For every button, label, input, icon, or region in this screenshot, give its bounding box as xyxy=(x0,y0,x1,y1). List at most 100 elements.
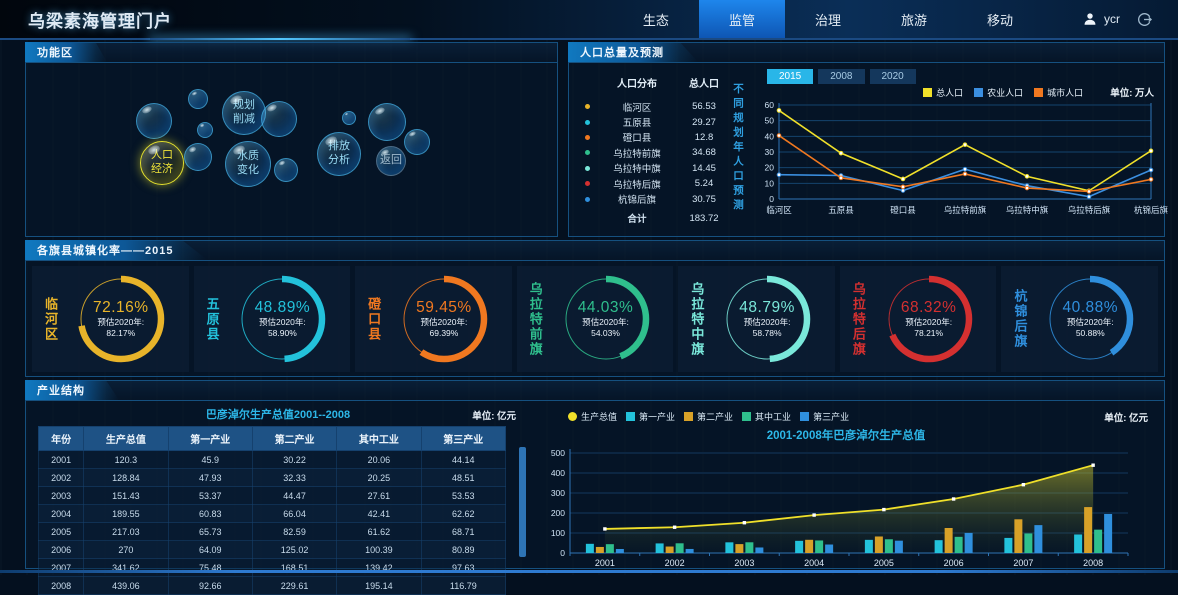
legend-swatch xyxy=(568,412,577,421)
page-bottom-accent xyxy=(0,570,1178,573)
year-tabs: 2015 2008 2020 xyxy=(767,69,1156,84)
gdp-row-2005: 2005 217.03 65.73 82.59 61.62 68.71 xyxy=(37,522,507,541)
gdp-combo-chart: 0 100 200 300 400 500 2001 2002 2003 2004 2005 2006… xyxy=(551,448,1129,568)
top-nav: 乌梁素海管理门户 生态 监管 治理 旅游 移动 ycr xyxy=(0,0,1178,40)
urbanization-rate: 48.79% xyxy=(739,298,795,316)
estimate-prefix: 预估2020年: xyxy=(905,316,953,327)
county-name: 临河区 xyxy=(43,296,58,342)
legend-item-城市人口[interactable]: 城市人口 xyxy=(1034,86,1083,99)
bubble-decorative xyxy=(274,158,298,182)
bubble-人口经济[interactable]: 人口 经济 xyxy=(140,141,184,185)
svg-text:乌拉特前旗: 乌拉特前旗 xyxy=(944,205,987,215)
urbanization-gauge: 48.79% 预估2020年: 58.78% xyxy=(721,273,813,365)
gdp-table-section: 巴彦淖尔生产总值2001--2008 单位: 亿元 年份 生产总值 第一产业 第二产业… xyxy=(26,401,534,595)
bubble-decorative xyxy=(342,111,356,125)
svg-text:临河区: 临河区 xyxy=(766,205,792,215)
series-dot xyxy=(584,104,590,110)
gdp-col-生产总值: 生产总值 xyxy=(83,426,169,451)
bubble-排放分析[interactable]: 排放 分析 xyxy=(317,132,361,176)
svg-text:2001: 2001 xyxy=(595,558,615,568)
gdp-row-2008: 2008 439.06 92.66 229.61 195.14 116.79 xyxy=(37,576,507,595)
svg-text:杭锦后旗: 杭锦后旗 xyxy=(1134,205,1169,215)
urban-card-五原县: 五原县 48.89% 预估2020年: 58.90% xyxy=(193,266,351,372)
population-row-乌拉特前旗: 乌拉特前旗 34.68 xyxy=(579,145,729,160)
gdp-row-2001: 2001 120.3 45.9 30.22 20.06 44.14 xyxy=(37,450,507,469)
panel-urbanization: 各旗县城镇化率——2015 临河区 72.16% 预估2020年: 82.17% 五原县… xyxy=(25,240,1165,377)
series-dot xyxy=(584,196,590,202)
bubble-水质变化[interactable]: 水质 变化 xyxy=(225,141,271,187)
gdp-col-第二产业: 第二产业 xyxy=(251,426,338,451)
bubble-规划削减[interactable]: 规划 削减 xyxy=(222,91,266,135)
nav-item-生态[interactable]: 生态 xyxy=(642,12,669,28)
legend-item-第三产业[interactable]: 第三产业 xyxy=(800,410,849,423)
population-line-chart: 0 10 20 30 40 50 60 临河区 五原县 磴口县 乌拉特前旗 乌拉特中旗 乌拉特后旗 杭锦后… xyxy=(765,100,1169,215)
legend-swatch xyxy=(923,87,933,97)
svg-text:2003: 2003 xyxy=(734,558,754,568)
bubble-返回[interactable]: 返回 xyxy=(376,146,406,176)
bubble-decorative xyxy=(188,89,208,109)
svg-text:五原县: 五原县 xyxy=(828,205,854,215)
year-tab-2008[interactable]: 2008 xyxy=(818,69,865,84)
county-name: 乌拉特前旗 xyxy=(527,281,543,357)
bubble-decorative xyxy=(368,103,406,141)
svg-text:2006: 2006 xyxy=(944,558,964,568)
urbanization-rate: 48.89% xyxy=(254,298,311,316)
bubble-decorative xyxy=(197,122,213,138)
series-dot xyxy=(584,150,590,156)
svg-text:乌拉特中旗: 乌拉特中旗 xyxy=(1006,205,1049,215)
bubble-decorative xyxy=(136,103,172,139)
population-row-五原县: 五原县 29.27 xyxy=(579,114,729,129)
legend-swatch xyxy=(626,412,636,421)
svg-text:2005: 2005 xyxy=(874,558,894,568)
panel-functional-area: 功能区 规划 削减 人口 经济 水质 变化 排放 分析 返回 xyxy=(25,42,558,237)
panel-industry-title: 产业结构 xyxy=(25,380,119,400)
panel-population-forecast: 人口总量及预测 人口分布 总人口 临河区 56.53 五原县 29.27 磴口县 12.8 乌拉… xyxy=(568,42,1169,237)
nav-item-移动[interactable]: 移动 xyxy=(986,12,1013,28)
svg-text:400: 400 xyxy=(551,468,565,478)
svg-text:0: 0 xyxy=(769,194,774,204)
year-tab-2015[interactable]: 2015 xyxy=(767,69,814,84)
urbanization-gauge: 68.32% 预估2020年: 78.21% xyxy=(883,273,975,365)
population-row-乌拉特后旗: 乌拉特后旗 5.24 xyxy=(579,176,729,191)
nav-item-旅游[interactable]: 旅游 xyxy=(900,12,927,28)
urban-card-乌拉特前旗: 乌拉特前旗 44.03% 预估2020年: 54.03% xyxy=(516,266,674,372)
gdp-col-第三产业: 第三产业 xyxy=(420,426,507,451)
urban-card-临河区: 临河区 72.16% 预估2020年: 82.17% xyxy=(32,266,189,372)
estimate-prefix: 预估2020年: xyxy=(743,316,791,327)
gdp-table-unit: 单位: 亿元 xyxy=(472,411,516,422)
legend-swatch xyxy=(684,412,694,421)
svg-text:2008: 2008 xyxy=(1083,558,1103,568)
svg-text:磴口县: 磴口县 xyxy=(890,205,916,215)
population-unit: 单位: 万人 xyxy=(1110,88,1154,99)
user-area[interactable]: ycr xyxy=(1083,0,1153,38)
estimate-value: 78.21% xyxy=(914,328,944,338)
county-name: 磴口县 xyxy=(366,296,382,342)
nav-item-监管[interactable]: 监管 xyxy=(698,0,785,38)
gdp-chart-section: 生产总值 第一产业 第二产业 其中工业 第三产业 单位: 亿元 2001-2008年巴彦… xyxy=(534,401,1164,569)
logout-icon[interactable] xyxy=(1137,12,1153,27)
svg-text:0: 0 xyxy=(560,548,565,558)
legend-item-总人口[interactable]: 总人口 xyxy=(923,86,963,99)
urbanization-gauge: 44.03% 预估2020年: 54.03% xyxy=(560,273,652,365)
legend-item-第一产业[interactable]: 第一产业 xyxy=(626,410,675,423)
urbanization-gauge: 48.89% 预估2020年: 58.90% xyxy=(236,273,328,365)
population-table: 人口分布 总人口 临河区 56.53 五原县 29.27 磴口县 12.8 乌拉特前旗 34.68… xyxy=(579,69,729,235)
svg-text:500: 500 xyxy=(551,448,565,458)
gdp-col-年份: 年份 xyxy=(37,426,85,451)
user-icon xyxy=(1083,12,1097,26)
year-tab-2020[interactable]: 2020 xyxy=(869,69,916,84)
legend-item-其中工业[interactable]: 其中工业 xyxy=(742,410,791,423)
legend-item-第二产业[interactable]: 第二产业 xyxy=(684,410,733,423)
legend-item-农业人口[interactable]: 农业人口 xyxy=(974,86,1023,99)
nav-item-治理[interactable]: 治理 xyxy=(814,12,841,28)
legend-item-生产总值[interactable]: 生产总值 xyxy=(568,410,617,423)
population-table-header: 人口分布 总人口 xyxy=(617,79,719,90)
urbanization-rate: 72.16% xyxy=(92,298,149,316)
table-scrollbar[interactable] xyxy=(519,447,526,557)
urbanization-rate: 68.32% xyxy=(900,298,957,316)
gdp-table-caption: 巴彦淖尔生产总值2001--2008 xyxy=(205,409,351,421)
county-name: 乌拉特中旗 xyxy=(689,281,705,357)
population-row-临河区: 临河区 56.53 xyxy=(579,99,729,114)
urban-card-乌拉特中旗: 乌拉特中旗 48.79% 预估2020年: 58.78% xyxy=(678,266,835,372)
estimate-value: 69.39% xyxy=(429,328,459,338)
